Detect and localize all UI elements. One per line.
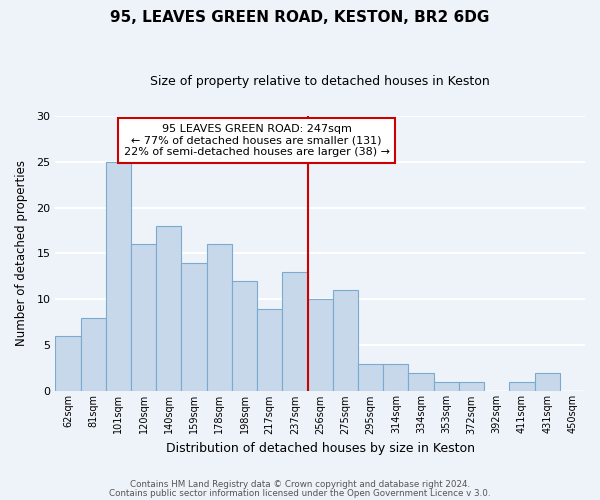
Bar (257, 308, 283, 392)
Bar (181, 262, 206, 392)
Bar (434, 382, 459, 392)
Y-axis label: Number of detached properties: Number of detached properties (15, 160, 28, 346)
Text: Contains public sector information licensed under the Open Government Licence v : Contains public sector information licen… (109, 489, 491, 498)
Bar (80, 318, 106, 392)
Bar (535, 373, 560, 392)
Bar (283, 272, 308, 392)
Bar (509, 382, 535, 392)
Bar (106, 162, 131, 392)
Text: 95, LEAVES GREEN ROAD, KESTON, BR2 6DG: 95, LEAVES GREEN ROAD, KESTON, BR2 6DG (110, 10, 490, 25)
Bar (383, 364, 409, 392)
Bar (156, 226, 181, 392)
Bar (206, 244, 232, 392)
Text: Contains HM Land Registry data © Crown copyright and database right 2024.: Contains HM Land Registry data © Crown c… (130, 480, 470, 489)
Bar (333, 290, 358, 392)
Bar (409, 373, 434, 392)
Bar (358, 364, 383, 392)
Bar (308, 300, 333, 392)
Bar (55, 336, 80, 392)
Title: Size of property relative to detached houses in Keston: Size of property relative to detached ho… (150, 75, 490, 88)
Bar (131, 244, 156, 392)
Bar (232, 281, 257, 392)
Text: 95 LEAVES GREEN ROAD: 247sqm
← 77% of detached houses are smaller (131)
22% of s: 95 LEAVES GREEN ROAD: 247sqm ← 77% of de… (124, 124, 389, 157)
X-axis label: Distribution of detached houses by size in Keston: Distribution of detached houses by size … (166, 442, 475, 455)
Bar (459, 382, 484, 392)
